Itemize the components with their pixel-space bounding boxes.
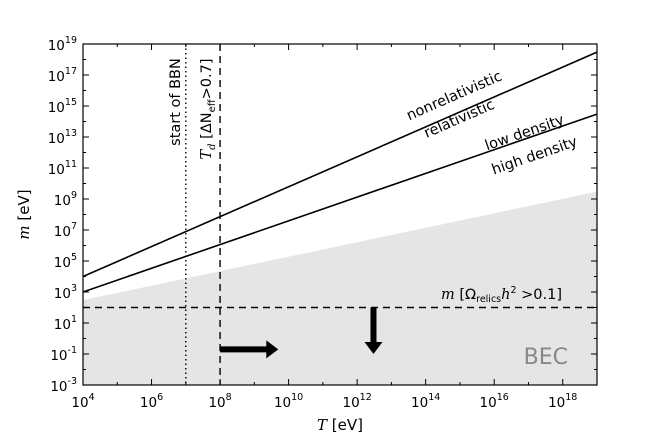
- y-tick-label: 105: [54, 252, 77, 271]
- arrow-down_arrow: [364, 307, 383, 354]
- bec-region: [83, 191, 597, 385]
- arrow-right_arrow: [220, 340, 279, 359]
- x-tick-label: 108: [208, 392, 231, 411]
- y-tick-label: 1017: [48, 66, 77, 85]
- series-upper_line: [82, 51, 598, 278]
- x-tick-label: 104: [71, 392, 94, 411]
- x-tick-label: 1012: [342, 392, 371, 411]
- reference-lines: [83, 44, 597, 385]
- label-bec: BEC: [524, 345, 568, 370]
- bec-shaded-region: [83, 191, 597, 385]
- x-tick-label: 106: [140, 392, 163, 411]
- y-axis-label: m [eV]: [15, 189, 33, 239]
- x-tick-label: 1014: [411, 392, 440, 411]
- label-start-of-bbn: start of BBN: [168, 58, 184, 146]
- y-tick-label: 103: [54, 283, 77, 302]
- x-tick-label: 1010: [274, 392, 303, 411]
- y-tick-label: 1015: [48, 97, 77, 116]
- y-tick-label: 10-3: [50, 376, 77, 395]
- y-tick-label: 10-1: [50, 345, 77, 364]
- y-tick-label: 1019: [48, 35, 77, 54]
- x-tick-label: 1016: [480, 392, 509, 411]
- y-tick-label: 101: [54, 314, 77, 333]
- x-axis-label: T [eV]: [317, 416, 363, 434]
- label-relics: m [Ωrelicsh2 >0.1]: [441, 285, 562, 305]
- label-td: Td [ΔNeff>0.7]: [199, 58, 218, 159]
- y-tick-label: 1011: [48, 159, 77, 178]
- x-tick-label: 1018: [548, 392, 577, 411]
- series-lines: [82, 51, 598, 293]
- y-tick-label: 109: [54, 190, 77, 209]
- y-tick-label: 107: [54, 221, 77, 240]
- y-tick-label: 1013: [48, 128, 77, 147]
- series-lower_line: [82, 113, 598, 293]
- arrows: [220, 307, 383, 359]
- axis-ticks: 104 106 108 1010 1012 1014 1016 1018 10-3 10-1 101…: [48, 35, 597, 411]
